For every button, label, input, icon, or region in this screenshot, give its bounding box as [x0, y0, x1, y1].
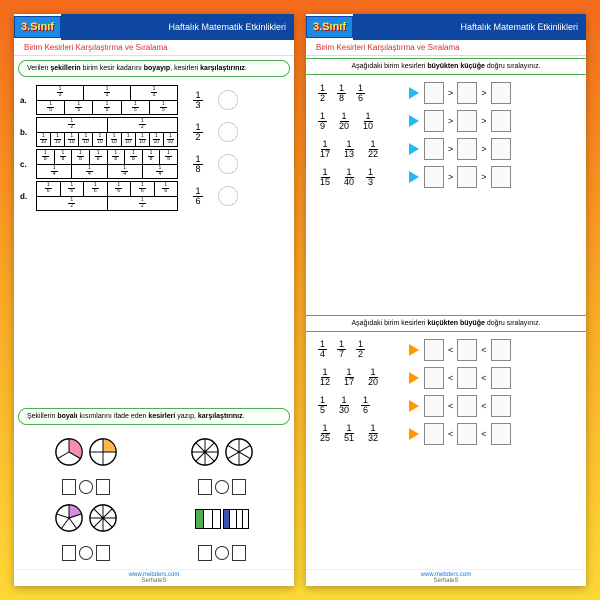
answer-row [154, 539, 290, 565]
answer-box[interactable] [457, 367, 477, 389]
header-title: Haftalık Matematik Etkinlikleri [353, 14, 586, 40]
answer-box[interactable] [424, 82, 444, 104]
answer-box[interactable] [424, 395, 444, 417]
footer: www.mebders.comSerhateS [14, 569, 294, 586]
subtitle: Birim Kesirleri Karşılaştırma ve Sıralam… [14, 40, 294, 56]
footer-sig: SerhateS [433, 578, 458, 584]
answer-box[interactable] [424, 423, 444, 445]
instruction-2: Şekillerin boyalı kısımlarını ifade eden… [18, 408, 290, 425]
answer-box[interactable] [491, 423, 511, 445]
arrow-icon [409, 143, 419, 155]
order-row: 117113122>> [312, 135, 580, 163]
grade-badge: 3.Sınıf [306, 16, 353, 38]
answer-box[interactable] [457, 339, 477, 361]
answer-box[interactable] [424, 367, 444, 389]
answer-box[interactable] [457, 166, 477, 188]
arrow-icon [409, 372, 419, 384]
order-row: 11514013>> [312, 163, 580, 191]
header: 3.Sınıf Haftalık Matematik Etkinlikleri [306, 14, 586, 40]
order-row: 1513016<< [312, 392, 580, 420]
order-row: 19120110>> [312, 107, 580, 135]
instruction-1: Verilen şekillerin birim kesir kadarını … [18, 60, 290, 77]
answer-circle[interactable] [218, 186, 238, 206]
order-row: 112117120<< [312, 364, 580, 392]
arrow-icon [409, 115, 419, 127]
answer-circle[interactable] [218, 90, 238, 110]
answer-box[interactable] [457, 82, 477, 104]
pie-group [18, 499, 154, 539]
answer-row [154, 473, 290, 499]
answer-box[interactable] [457, 110, 477, 132]
bar-row: b.121211011011011011011011011011011012 [20, 117, 288, 147]
arrow-icon [409, 171, 419, 183]
answer-box[interactable] [457, 138, 477, 160]
worksheet-page-2: 3.Sınıf Haftalık Matematik Etkinlikleri … [306, 14, 586, 586]
subtitle: Birim Kesirleri Karşılaştırma ve Sıralam… [306, 40, 586, 56]
order-row: 141712<< [312, 336, 580, 364]
answer-box[interactable] [491, 339, 511, 361]
answer-box[interactable] [491, 138, 511, 160]
arrow-icon [409, 344, 419, 356]
square-group [154, 499, 290, 539]
answer-box[interactable] [424, 339, 444, 361]
bar-row: a.131313151515151513 [20, 85, 288, 115]
answer-box[interactable] [491, 166, 511, 188]
arrow-icon [409, 87, 419, 99]
section-big-to-small: 121816>>19120110>>117113122>>11514013>> [306, 77, 586, 313]
answer-row [18, 473, 154, 499]
header: 3.Sınıf Haftalık Matematik Etkinlikleri [14, 14, 294, 40]
footer: www.mebders.comSerhateS [306, 569, 586, 586]
answer-box[interactable] [457, 423, 477, 445]
answer-box[interactable] [491, 82, 511, 104]
answer-box[interactable] [424, 110, 444, 132]
pie-section [14, 429, 294, 569]
instruction-2: Aşağıdaki birim kesirleri küçükten büyüğ… [306, 315, 586, 332]
grade-badge: 3.Sınıf [14, 16, 61, 38]
answer-box[interactable] [424, 166, 444, 188]
bar-row: d.161616161616121216 [20, 181, 288, 211]
answer-row [18, 539, 154, 565]
arrow-icon [409, 400, 419, 412]
answer-box[interactable] [491, 110, 511, 132]
order-row: 121816>> [312, 79, 580, 107]
order-row: 125151132<< [312, 420, 580, 448]
answer-circle[interactable] [218, 154, 238, 174]
arrow-icon [409, 428, 419, 440]
section-small-to-big: 141712<<112117120<<1513016<<125151132<< [306, 334, 586, 570]
header-title: Haftalık Matematik Etkinlikleri [61, 14, 294, 40]
answer-box[interactable] [424, 138, 444, 160]
bar-row: c.18181818181818181414141418 [20, 149, 288, 179]
answer-circle[interactable] [218, 122, 238, 142]
section-bars: a.131313151515151513b.121211011011011011… [14, 81, 294, 404]
answer-box[interactable] [457, 395, 477, 417]
answer-box[interactable] [491, 395, 511, 417]
answer-box[interactable] [491, 367, 511, 389]
worksheet-page-1: 3.Sınıf Haftalık Matematik Etkinlikleri … [14, 14, 294, 586]
pie-group [154, 433, 290, 473]
instruction-1: Aşağıdaki birim kesirleri büyükten küçüğ… [306, 58, 586, 75]
footer-sig: SerhateS [141, 578, 166, 584]
pie-group [18, 433, 154, 473]
